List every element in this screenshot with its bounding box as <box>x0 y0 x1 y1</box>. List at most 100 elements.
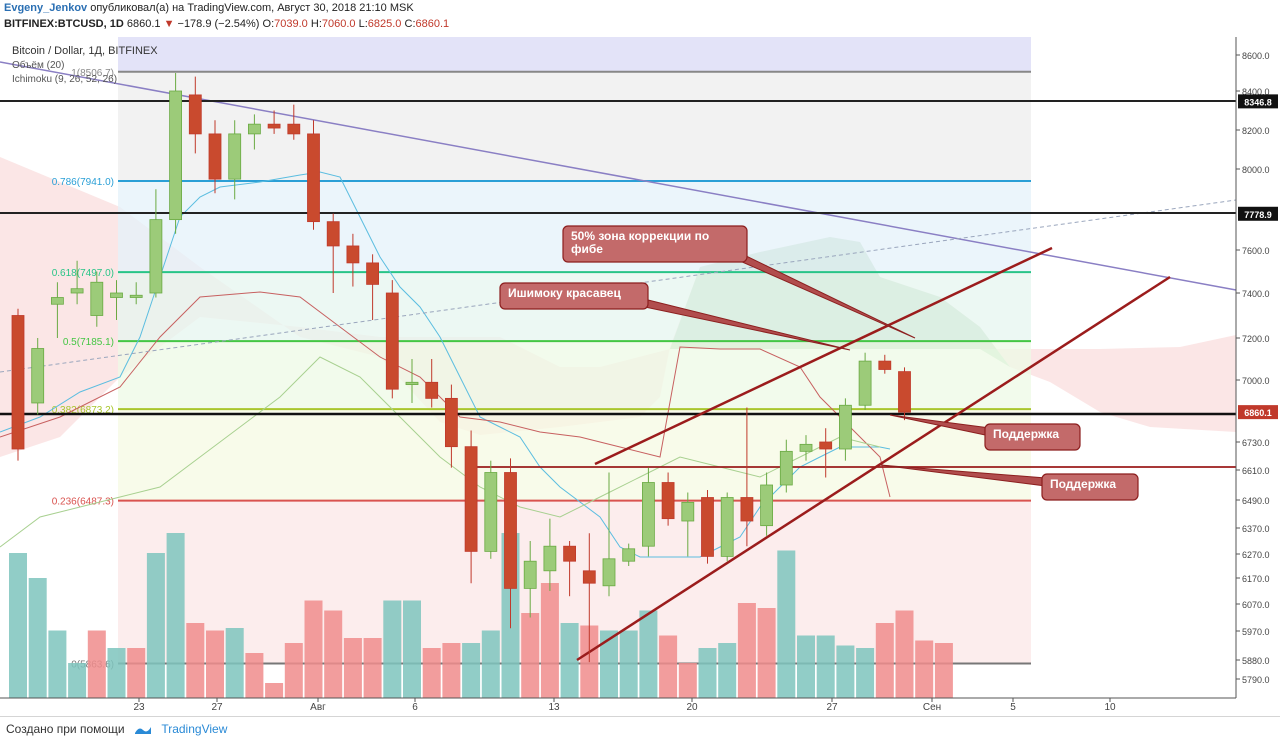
volume-bar <box>875 623 894 698</box>
header-line-1: Evgeny_Jenkov опубликовал(а) на TradingV… <box>4 2 414 14</box>
volume-bar <box>462 643 481 698</box>
fib-level-label: 0.236(6487.3) <box>52 497 114 508</box>
time-tick-label: Авг <box>310 702 326 713</box>
fib-top-zone <box>118 37 1031 72</box>
legend-volume: Объём (20) <box>12 59 64 71</box>
candle-body <box>70 288 84 294</box>
candle-body <box>188 94 202 135</box>
price-tick-label: 6370.0 <box>1242 524 1270 534</box>
high-label: H: <box>310 18 322 30</box>
time-tick-label: 13 <box>548 702 560 713</box>
candle-body <box>51 297 64 305</box>
header-line-2: BITFINEX:BTCUSD, 1D 6860.1 ▼ −178.9 (−2.… <box>4 18 449 30</box>
price-marker-label: 8346.8 <box>1244 97 1272 107</box>
volume-bar <box>127 648 146 698</box>
price-tick-label: 7200.0 <box>1242 334 1270 344</box>
volume-bar <box>777 550 796 698</box>
volume-bar <box>225 628 244 698</box>
legend-title: Bitcoin / Dollar, 1Д, BITFINEX <box>12 45 158 57</box>
volume-bar <box>698 648 717 698</box>
volume-bar <box>915 640 934 698</box>
price-tick-label: 8400.0 <box>1242 87 1270 97</box>
price-tick-label: 6730.0 <box>1242 438 1270 448</box>
volume-bar <box>934 643 953 698</box>
candle-body <box>90 281 104 316</box>
footer: Создано при помощи TradingView <box>6 722 227 736</box>
volume-bar <box>68 663 87 698</box>
candle-body <box>366 262 380 285</box>
price-marker-label: 7778.9 <box>1244 210 1272 220</box>
volume-bar <box>186 623 205 698</box>
time-tick-label: 5 <box>1010 702 1016 713</box>
price-tick-label: 8000.0 <box>1242 165 1270 175</box>
low-value: 6825.0 <box>367 18 402 30</box>
volume-bar <box>48 630 67 698</box>
price-axis-background <box>1236 37 1280 716</box>
price-chart[interactable]: 1(8506.7) 0.786(7941.0) 0.618(7497.0) 0.5(7… <box>0 37 1280 716</box>
time-tick-label: Сен <box>923 702 941 713</box>
candle-body <box>681 501 695 522</box>
candle-body <box>169 90 183 221</box>
channel-lower-line <box>576 275 1171 662</box>
volume-bar <box>146 553 165 698</box>
candle-body <box>760 484 773 527</box>
volume-bar <box>403 600 421 698</box>
callout-box <box>499 282 649 310</box>
fib-level-label: 0.5(7185.1) <box>63 337 114 348</box>
volume-bar <box>816 635 835 698</box>
callout-box <box>1041 473 1139 501</box>
candle-body <box>839 404 852 450</box>
candle-body <box>405 381 419 385</box>
time-tick-label: 23 <box>133 702 145 713</box>
candle-body <box>799 443 813 452</box>
candle-body <box>149 219 163 294</box>
candle-body <box>720 497 734 557</box>
price-tick-label: 7000.0 <box>1242 376 1270 386</box>
published-text: опубликовал(а) на TradingView.com, Авгус… <box>90 2 414 14</box>
candle-body <box>208 133 222 180</box>
volume-bar <box>442 643 461 698</box>
callout-text: 50% зона коррекции по <box>571 229 709 243</box>
volume-bar <box>206 630 224 698</box>
open-label: O: <box>262 18 275 30</box>
ichimoku-chikou-line <box>0 356 881 548</box>
author-name[interactable]: Evgeny_Jenkov <box>4 2 88 14</box>
volume-bar <box>856 648 875 698</box>
candle-body <box>622 548 636 562</box>
candle-body <box>504 472 517 589</box>
price-tick-label: 6270.0 <box>1242 550 1270 560</box>
time-tick-label: 10 <box>1104 702 1116 713</box>
last-price: 6860.1 <box>126 18 161 30</box>
price-marker-label: 6860.1 <box>1244 408 1272 418</box>
volume-bar <box>600 630 618 698</box>
volume-bar <box>304 600 323 698</box>
volume-bar <box>521 613 540 698</box>
time-tick-label: 27 <box>211 702 223 713</box>
candle-body <box>110 292 123 298</box>
fib-level-label: 0.618(7497.0) <box>52 268 114 279</box>
price-marker <box>1238 94 1278 109</box>
candle-body <box>228 133 242 180</box>
candle-body <box>385 292 399 390</box>
volume-bar <box>659 635 678 698</box>
candle-body <box>858 360 872 406</box>
candle-body <box>582 570 596 584</box>
fib-level-label: 1(8506.7) <box>71 68 114 79</box>
price-tick-label: 6170.0 <box>1242 574 1270 584</box>
change-arrow-icon: ▼ <box>163 18 175 30</box>
volume-bar <box>107 648 126 698</box>
volume-bar <box>9 553 27 698</box>
candle-body <box>523 560 537 589</box>
candle-body <box>642 482 655 547</box>
footer-brand-link[interactable]: TradingView <box>161 722 228 736</box>
candle-body <box>11 315 25 450</box>
candle-body <box>326 221 340 247</box>
candle-body <box>898 371 911 413</box>
channel-upper-line <box>594 246 1053 466</box>
volume-bar <box>343 638 362 698</box>
price-marker <box>1238 405 1278 420</box>
volume-bar <box>166 533 185 698</box>
close-label: C: <box>404 18 416 30</box>
low-label: L: <box>358 18 368 30</box>
callout-text: Поддержка <box>993 427 1059 441</box>
